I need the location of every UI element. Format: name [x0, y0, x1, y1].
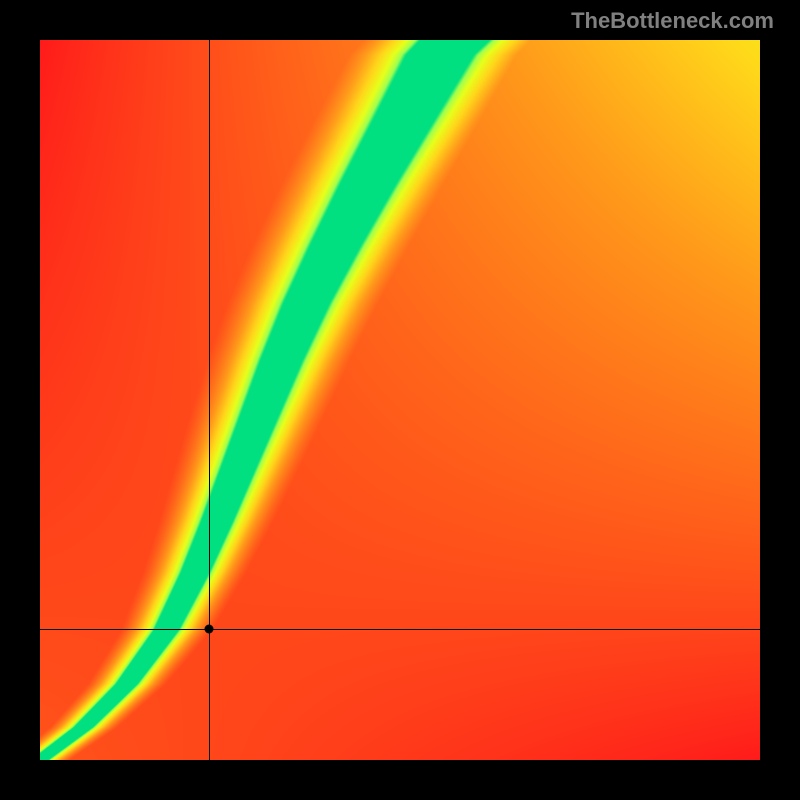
crosshair-vertical [209, 40, 210, 760]
chart-container: TheBottleneck.com [0, 0, 800, 800]
crosshair-horizontal [40, 629, 760, 630]
watermark-text: TheBottleneck.com [571, 8, 774, 34]
crosshair-marker [205, 624, 214, 633]
heatmap-canvas [40, 40, 760, 760]
plot-area [40, 40, 760, 760]
